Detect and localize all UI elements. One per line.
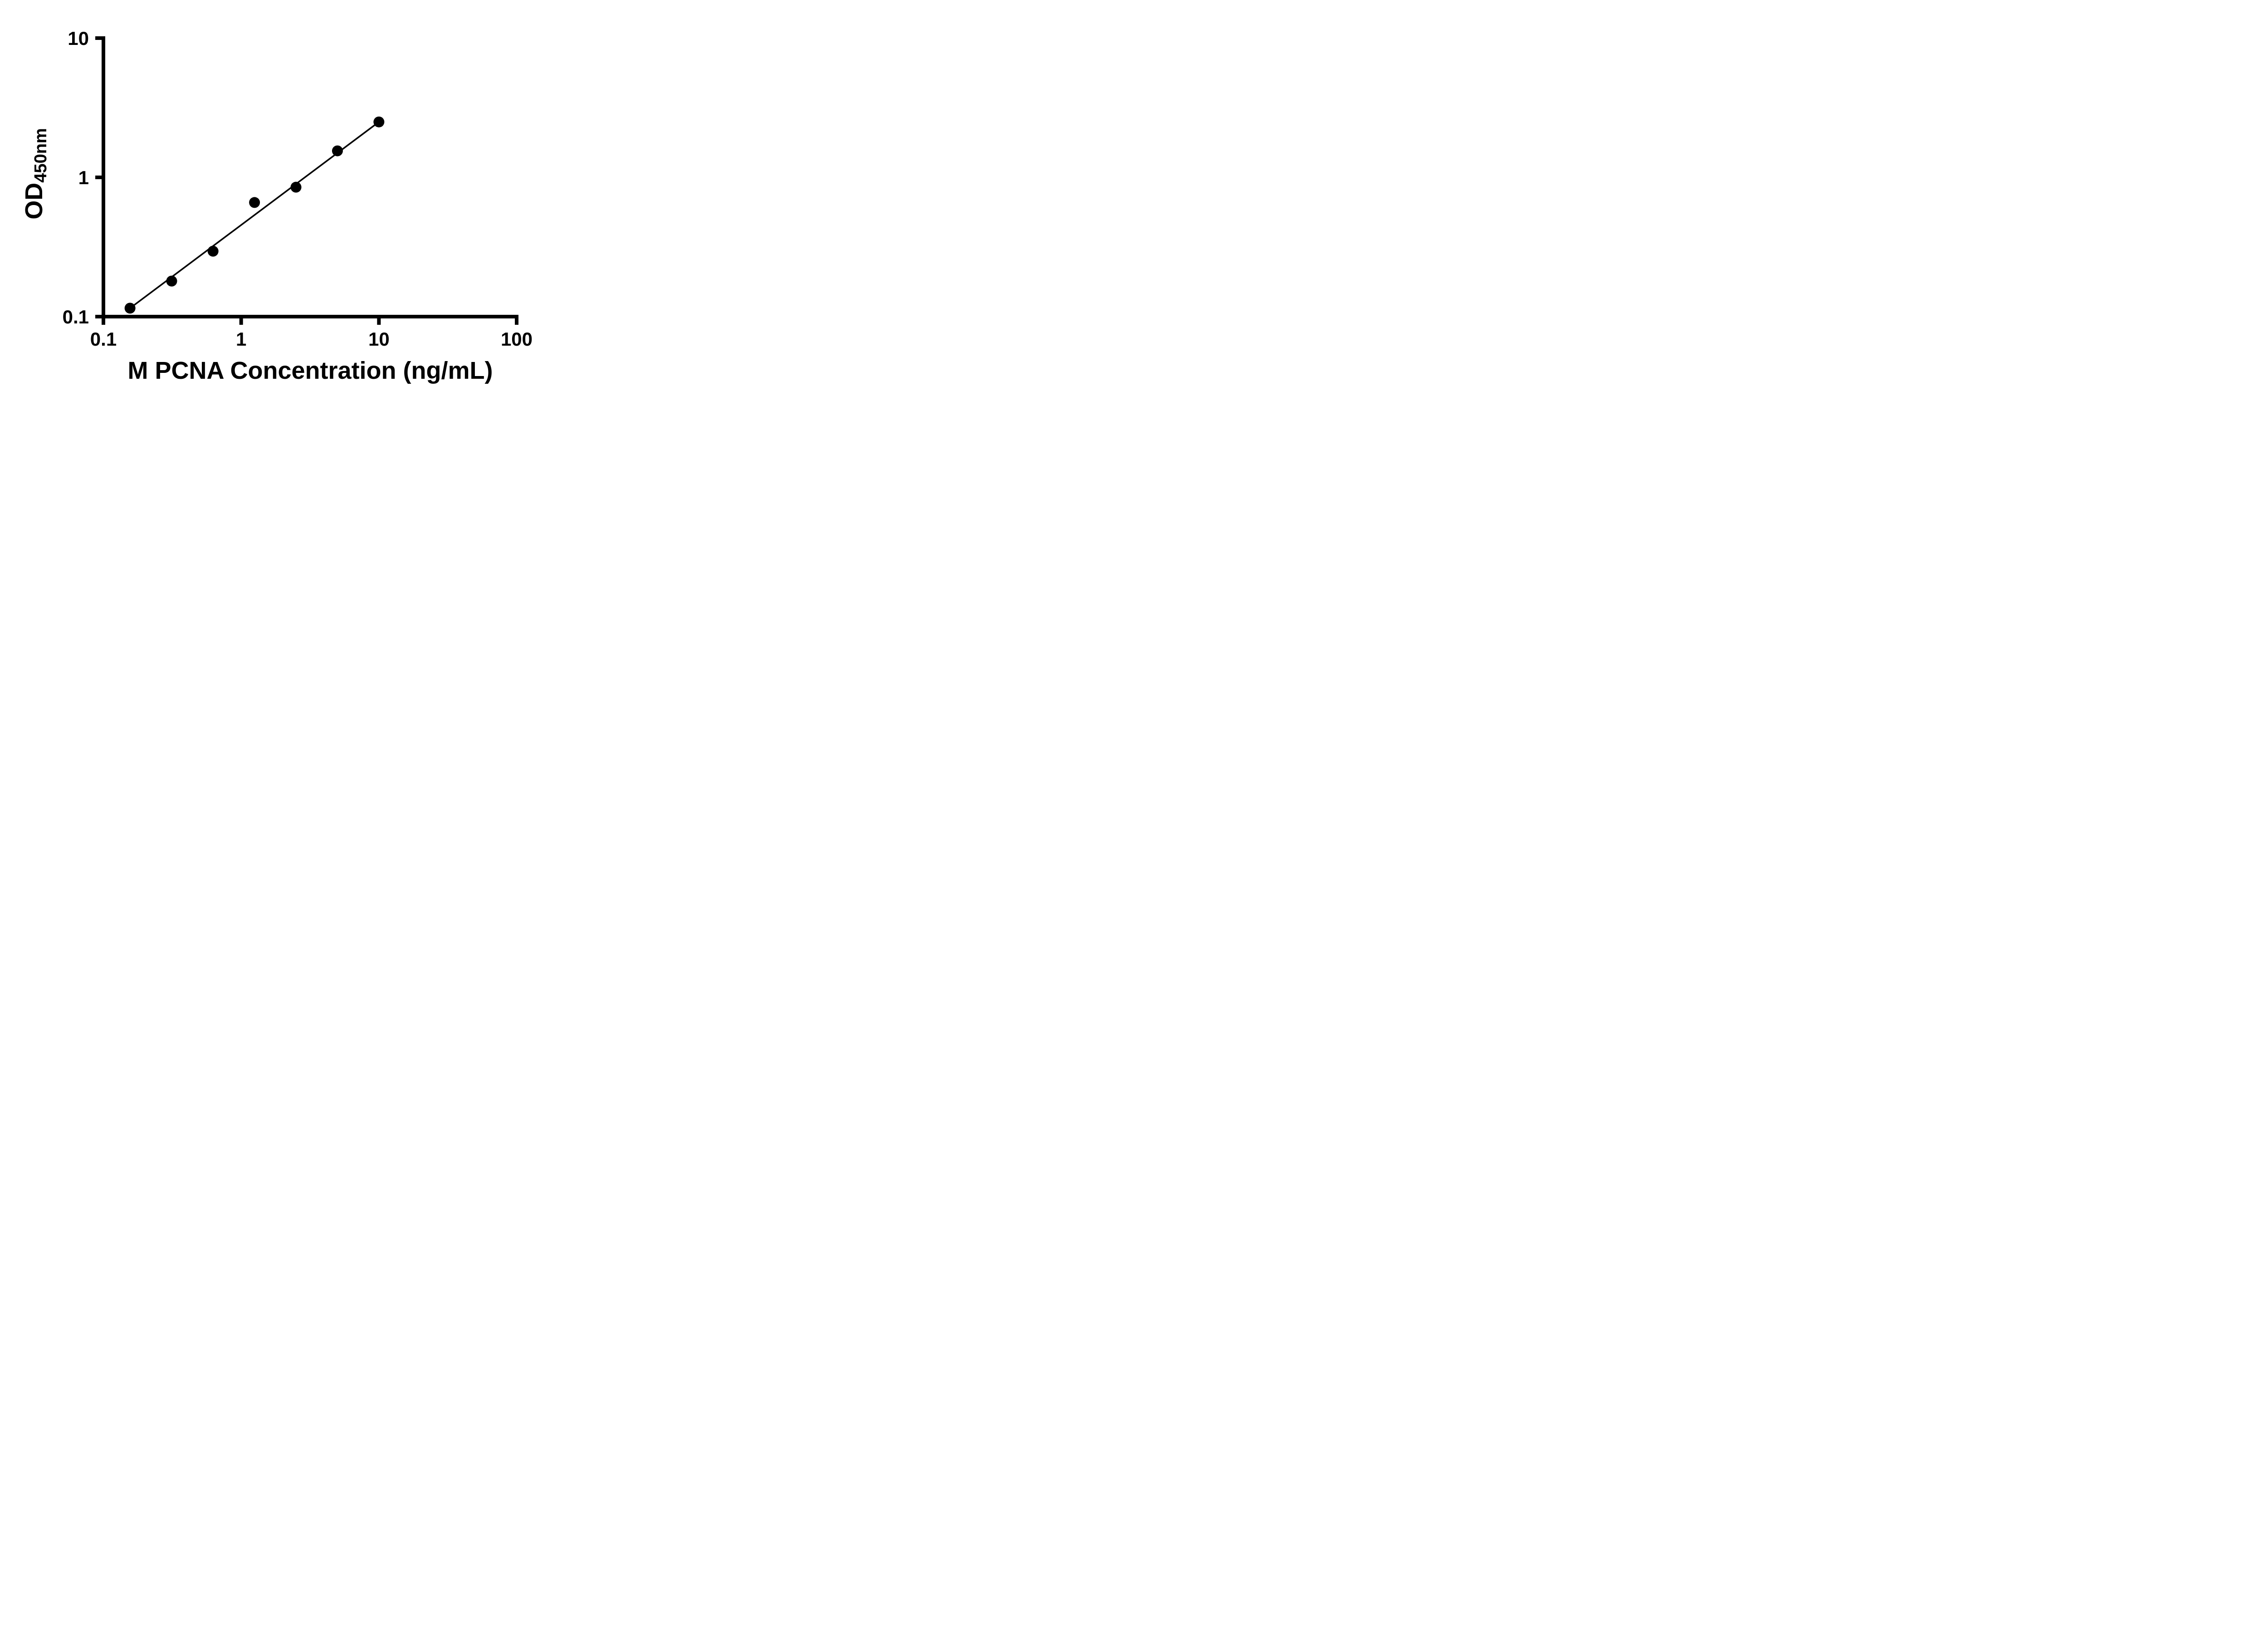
axes: [102, 36, 518, 318]
y-axis-title-subscript: 450nm: [31, 128, 50, 183]
chart-page: 0.1 1 10 100 0.1 1 10 OD450nm M PCNA Concentra…: [0, 0, 572, 408]
x-axis-title: M PCNA Concentration (ng/mL): [127, 357, 493, 384]
data-point: [373, 116, 385, 127]
y-axis-title-main: OD: [20, 182, 48, 220]
y-tick-label: 10: [68, 28, 89, 49]
x-tick-label: 100: [501, 328, 533, 350]
y-tick-label: 1: [78, 167, 89, 188]
data-point: [207, 245, 219, 257]
data-point: [166, 275, 177, 287]
standard-curve-plot: 0.1 1 10 100 0.1 1 10: [63, 28, 533, 350]
y-tick-label: 0.1: [63, 306, 89, 328]
x-tick-label: 1: [236, 328, 246, 350]
y-axis-title: OD450nm: [20, 128, 51, 219]
x-tick-label: 10: [368, 328, 390, 350]
data-point: [124, 303, 136, 314]
x-tick-label: 0.1: [90, 328, 117, 350]
data-point: [332, 145, 343, 156]
data-point: [290, 181, 302, 193]
data-point: [249, 197, 260, 208]
